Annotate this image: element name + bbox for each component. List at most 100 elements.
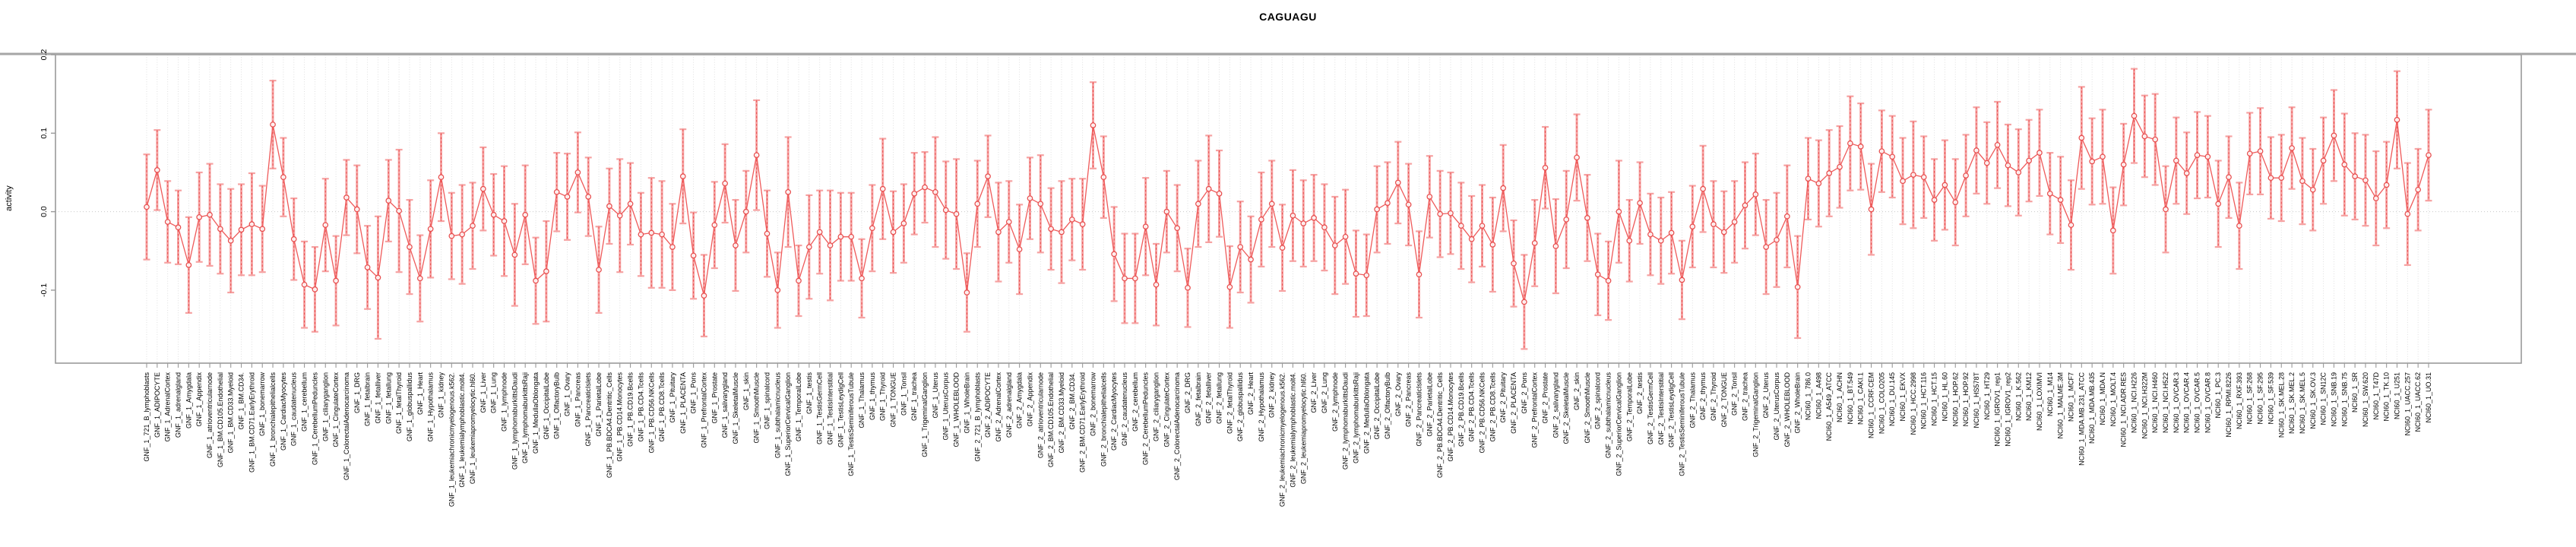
x-tick-label: GNF_1_bonemarrow [258,372,266,437]
data-point [1847,140,1853,147]
data-point [1616,208,1622,215]
data-point [227,237,234,244]
data-point [1720,229,1727,236]
x-tick-label: GNF_2_subthalamicnucleus [1605,372,1612,459]
data-point [1710,221,1717,227]
x-tick-label: NCI60_1_CAKI.1 [1857,372,1865,425]
x-tick-label: GNF_2_OccipitalLobe [1373,372,1381,440]
data-point [900,220,907,226]
x-tick-label: GNF_2_Uterus [1762,372,1770,419]
data-point [1068,217,1075,223]
x-tick-label: GNF_1_TrigeminalGanglion [921,372,929,457]
data-point [259,226,266,232]
data-point [1268,201,1275,207]
data-point [2183,170,2190,176]
x-tick-label: GNF_2_OlfactoryBulb [1384,372,1391,439]
data-point [1900,178,1906,185]
x-tick-label: GNF_2_TONGUE [1720,372,1728,427]
x-tick-label: GNF_1_TestisLeydigCell [837,372,844,447]
data-point [1552,243,1559,249]
x-tick-labels: GNF_1_721_B_lymphoblasts GNF_1_ADIPOCYTE G… [143,372,2432,507]
x-tick-label: NCI60_1_HCT.116 [1920,372,1928,429]
x-tick-label: NCI60_1_MDA.MB.435 [2088,372,2096,444]
x-tick-label: GNF_2_adrenalgland [1005,372,1013,438]
data-point [1763,244,1770,250]
x-tick-label: NCI60_1_UACC.257 [2404,372,2411,436]
data-point [144,204,150,210]
data-point [1889,153,1896,160]
data-point [2120,161,2127,168]
data-point [1131,275,1138,282]
data-point [1815,180,1822,187]
data-point [2226,174,2232,181]
data-point [490,211,497,218]
x-tick-label: NCI60_1_OVCAR.4 [2183,372,2191,433]
data-point [1321,224,1328,231]
x-tick-label: GNF_1_testis [805,372,813,415]
data-point [2362,177,2369,184]
x-tick-label: GNF_1_trachea [910,372,918,421]
x-tick-label: GNF_1_CardiacMyocytes [280,372,287,451]
data-point [1563,217,1570,223]
data-point [1542,164,1549,171]
data-point [848,233,855,240]
data-point [1941,182,1948,188]
x-tick-label: GNF_2_PLACENTA [1510,372,1517,434]
data-point [322,222,329,229]
x-tick-label: NCI60_1_M14 [2046,372,2054,416]
x-tick-label: GNF_2_PB.BDCA4.Dentritic_Cells [1436,372,1444,479]
x-tick-label: NCI60_1_SNB.75 [2340,372,2348,427]
x-tick-label: NCI60_1_HOP.92 [1962,372,1970,426]
data-point [1647,231,1654,238]
x-tick-label: NCI60_1_HS578T [1973,372,1980,428]
error-bars [143,68,2432,350]
data-point [185,262,192,268]
x-tick-label: GNF_1_WholeBrain [963,372,970,434]
data-point [396,207,402,214]
x-tick-label: NCI60_1_A549_ATCC [1825,372,1833,441]
x-tick-label: GNF_1_leukemiachronicmyelogenous.k562. [448,372,455,507]
data-point [764,230,771,237]
data-point [869,225,875,232]
x-tick-label: GNF_2_bonemarrow [1089,372,1097,437]
data-point [1342,233,1349,240]
data-point [1090,122,1097,128]
data-point [1594,271,1601,278]
data-point [774,287,781,293]
data-point [1679,277,1685,283]
data-point [2278,175,2285,182]
data-point [2057,197,2064,203]
x-tick-label: GNF_1_Thyroid [879,372,887,421]
data-point [837,233,844,240]
x-tick-label: GNF_2_TestisInterstitial [1657,372,1665,445]
data-point [2089,158,2096,165]
y-tick-label: 0.1 [40,128,49,139]
data-point [974,201,981,207]
data-point [1216,191,1223,197]
x-tick-label: GNF_2_spinalcord [1594,372,1602,429]
data-point [679,173,686,179]
data-point [1468,236,1475,242]
data-point [1195,201,1201,207]
data-point [1931,197,1938,203]
data-point [1783,213,1790,220]
data-point [353,206,360,213]
x-tick-label: GNF_2_fetallung [1216,372,1223,424]
x-tick-label: NCI60_1_OVCAR.8 [2204,372,2211,433]
x-tick-label: GNF_1_lymphomaburkittsRaji [521,372,529,463]
data-point [2352,173,2358,179]
x-tick-label: NCI60_1_A498 [1815,372,1822,419]
data-point [427,226,434,232]
data-point [2289,145,2295,151]
data-line [146,114,2429,302]
x-tick-label: NCI60_1_OVCAR.3 [2173,372,2180,433]
data-point [1878,148,1885,154]
x-tick-label: GNF_1_BM.CD34. [238,372,245,430]
x-tick-label: GNF_1_PB.CD14.Monocytes [616,372,624,462]
x-tick-label: GNF_2_Pancreas [1405,372,1413,428]
data-point [711,222,718,229]
data-point [827,242,834,248]
data-point [1248,256,1254,263]
data-point [564,194,571,200]
data-point [1689,223,1696,230]
